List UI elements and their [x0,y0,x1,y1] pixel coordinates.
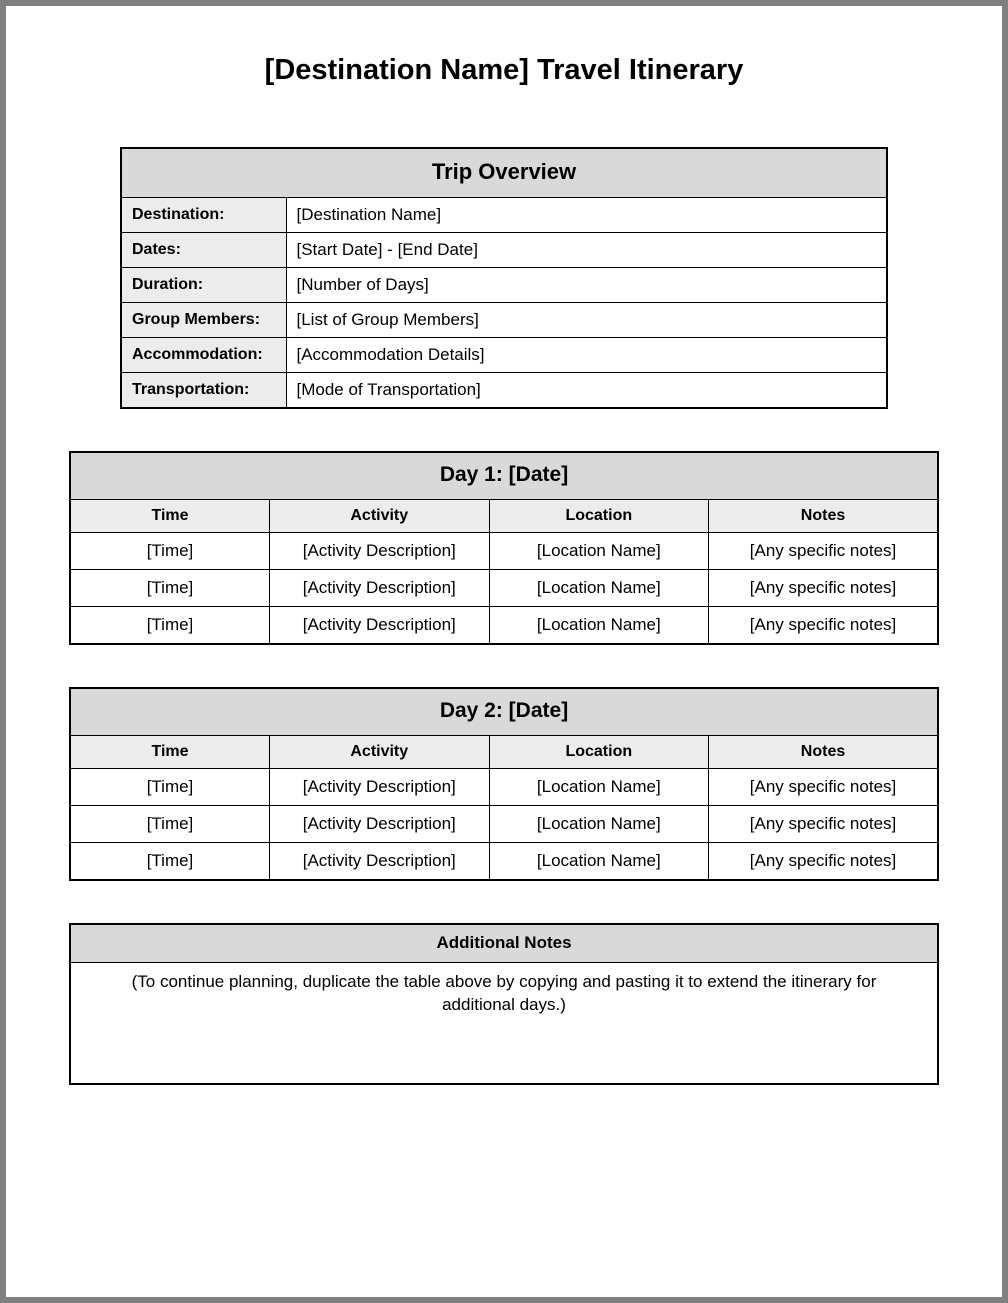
notes-section: Additional Notes (To continue planning, … [48,923,960,1085]
day-table: Day 2: [Date] Time Activity Location Not… [69,687,939,881]
cell-notes: [Any specific notes] [709,533,938,570]
day-title-row: Day 2: [Date] [70,688,938,736]
cell-location: [Location Name] [489,607,709,645]
day-header-row: Time Activity Location Notes [70,500,938,533]
cell-time: [Time] [70,806,269,843]
cell-time: [Time] [70,607,269,645]
day-table: Day 1: [Date] Time Activity Location Not… [69,451,939,645]
cell-location: [Location Name] [489,843,709,881]
cell-time: [Time] [70,769,269,806]
day-heading: Day 2: [Date] [70,688,938,736]
cell-activity: [Activity Description] [269,806,489,843]
overview-value: [Start Date] - [End Date] [286,233,887,268]
overview-row: Accommodation: [Accommodation Details] [121,338,887,373]
notes-body: (To continue planning, duplicate the tab… [70,963,938,1084]
overview-label: Destination: [121,198,286,233]
notes-body-row: (To continue planning, duplicate the tab… [70,963,938,1084]
overview-label: Accommodation: [121,338,286,373]
day-row: [Time] [Activity Description] [Location … [70,769,938,806]
notes-table: Additional Notes (To continue planning, … [69,923,939,1085]
overview-row: Duration: [Number of Days] [121,268,887,303]
cell-time: [Time] [70,843,269,881]
cell-activity: [Activity Description] [269,607,489,645]
cell-notes: [Any specific notes] [709,570,938,607]
overview-row: Dates: [Start Date] - [End Date] [121,233,887,268]
cell-notes: [Any specific notes] [709,607,938,645]
day-row: [Time] [Activity Description] [Location … [70,607,938,645]
overview-value: [List of Group Members] [286,303,887,338]
day-section: Day 2: [Date] Time Activity Location Not… [48,687,960,881]
overview-value: [Number of Days] [286,268,887,303]
cell-time: [Time] [70,533,269,570]
col-activity: Activity [269,736,489,769]
overview-title-row: Trip Overview [121,148,887,198]
overview-label: Dates: [121,233,286,268]
cell-location: [Location Name] [489,769,709,806]
day-heading: Day 1: [Date] [70,452,938,500]
notes-heading: Additional Notes [70,924,938,963]
document-page: [Destination Name] Travel Itinerary Trip… [6,6,1002,1297]
page-wrapper: [Destination Name] Travel Itinerary Trip… [0,0,1008,1303]
overview-label: Group Members: [121,303,286,338]
cell-notes: [Any specific notes] [709,843,938,881]
overview-value: [Mode of Transportation] [286,373,887,409]
col-location: Location [489,500,709,533]
page-title: [Destination Name] Travel Itinerary [48,54,960,87]
cell-activity: [Activity Description] [269,533,489,570]
overview-row: Transportation: [Mode of Transportation] [121,373,887,409]
notes-title-row: Additional Notes [70,924,938,963]
cell-location: [Location Name] [489,533,709,570]
cell-location: [Location Name] [489,570,709,607]
col-location: Location [489,736,709,769]
day-row: [Time] [Activity Description] [Location … [70,570,938,607]
cell-notes: [Any specific notes] [709,806,938,843]
cell-activity: [Activity Description] [269,570,489,607]
overview-label: Duration: [121,268,286,303]
col-notes: Notes [709,736,938,769]
col-time: Time [70,500,269,533]
cell-time: [Time] [70,570,269,607]
cell-activity: [Activity Description] [269,843,489,881]
overview-value: [Accommodation Details] [286,338,887,373]
overview-label: Transportation: [121,373,286,409]
day-section: Day 1: [Date] Time Activity Location Not… [48,451,960,645]
day-row: [Time] [Activity Description] [Location … [70,806,938,843]
overview-heading: Trip Overview [121,148,887,198]
overview-row: Group Members: [List of Group Members] [121,303,887,338]
cell-activity: [Activity Description] [269,769,489,806]
col-activity: Activity [269,500,489,533]
col-notes: Notes [709,500,938,533]
overview-row: Destination: [Destination Name] [121,198,887,233]
cell-notes: [Any specific notes] [709,769,938,806]
day-row: [Time] [Activity Description] [Location … [70,843,938,881]
cell-location: [Location Name] [489,806,709,843]
overview-value: [Destination Name] [286,198,887,233]
day-header-row: Time Activity Location Notes [70,736,938,769]
day-title-row: Day 1: [Date] [70,452,938,500]
day-row: [Time] [Activity Description] [Location … [70,533,938,570]
overview-section: Trip Overview Destination: [Destination … [48,147,960,409]
col-time: Time [70,736,269,769]
overview-table: Trip Overview Destination: [Destination … [120,147,888,409]
